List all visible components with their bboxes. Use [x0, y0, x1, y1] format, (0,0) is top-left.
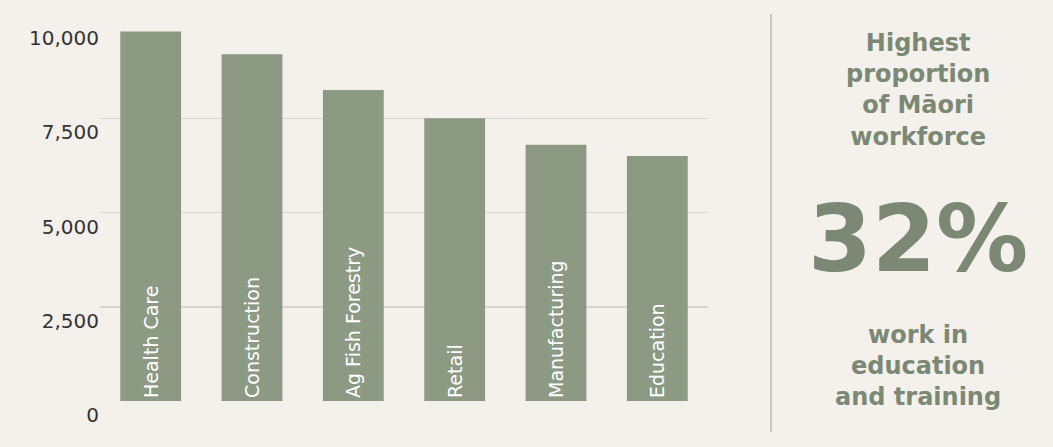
svg-text:Highestproportionof Māoriworkf: Highestproportionof Māoriworkforce	[846, 29, 990, 151]
svg-text:Ag Fish Forestry: Ag Fish Forestry	[342, 247, 364, 398]
svg-text:5,000: 5,000	[42, 215, 99, 239]
svg-text:2,500: 2,500	[42, 309, 99, 333]
svg-text:work ineducationand training: work ineducationand training	[835, 321, 1001, 411]
svg-text:Construction: Construction	[241, 277, 263, 398]
svg-text:Retail: Retail	[444, 344, 466, 398]
svg-text:0: 0	[86, 403, 99, 427]
svg-text:Education: Education	[646, 303, 668, 398]
svg-text:7,500: 7,500	[42, 120, 99, 144]
svg-text:Manufacturing: Manufacturing	[545, 260, 567, 398]
svg-text:Health Care: Health Care	[140, 286, 162, 398]
svg-text:32%: 32%	[808, 186, 1028, 293]
svg-text:10,000: 10,000	[29, 26, 99, 50]
